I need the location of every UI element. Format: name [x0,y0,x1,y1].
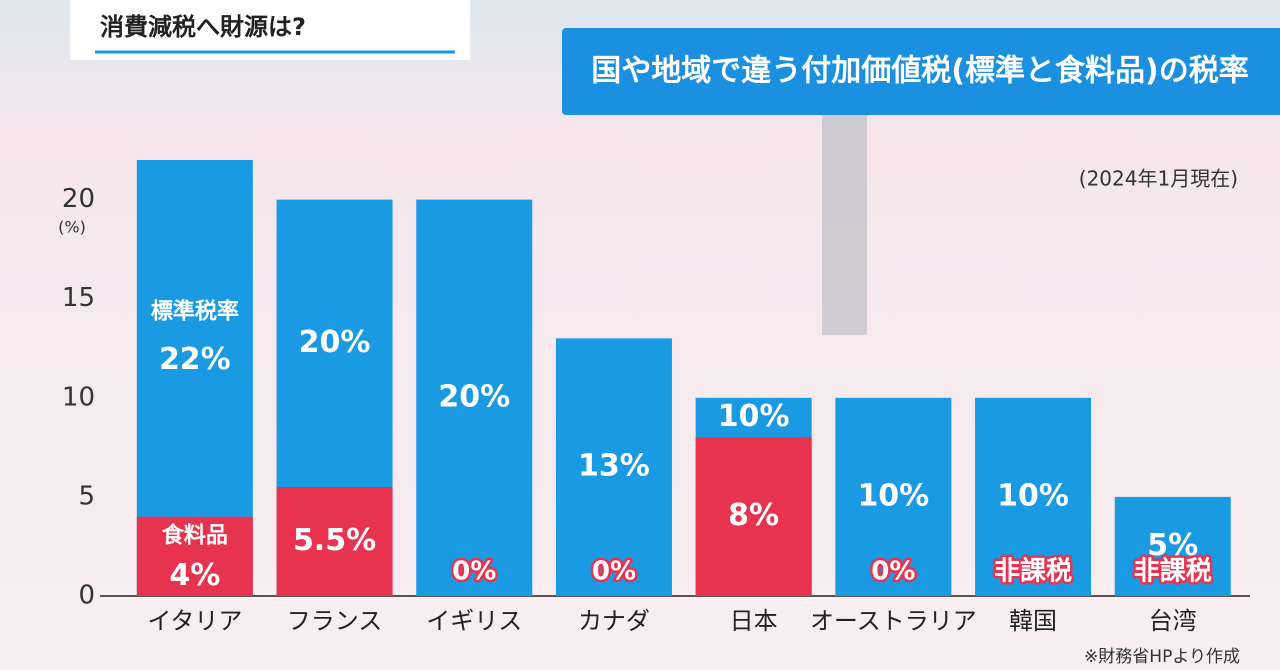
y-unit: (%) [58,218,86,237]
data-label: 20% [438,379,510,414]
data-label: 10% [997,478,1069,513]
data-label: 非課税 [1134,556,1212,587]
x-tick-label: 日本 [730,607,778,635]
x-tick-label: 台湾 [1149,607,1197,635]
y-tick-label: 15 [62,283,95,313]
source: ※財務省HPより作成 [1084,647,1240,667]
overlay-strip [822,100,867,335]
x-tick-label: フランス [287,607,383,635]
header-subtitle: 消費減税へ財源は? [100,13,306,41]
bar [1114,496,1231,596]
data-label: 20% [299,325,371,360]
bar [416,199,533,597]
y-tick-label: 10 [62,382,95,412]
chart-title: 国や地域で違う付加価値税(標準と食料品)の税率 [591,54,1248,89]
data-label: 10% [718,399,790,434]
x-tick-label: イギリス [426,607,522,635]
data-label: 22% [159,342,231,377]
data-label: 5% [1147,528,1198,563]
legend-label: 食料品 [162,522,228,548]
legend-label: 標準税率 [151,298,239,324]
x-tick-label: 韓国 [1009,607,1057,635]
bar [695,437,812,596]
bar [555,338,672,596]
data-label: 0% [592,557,636,587]
y-tick-label: 0 [78,581,95,611]
bar [276,487,393,596]
bar [975,397,1092,596]
data-label: 5.5% [293,523,376,558]
y-tick-label: 5 [78,481,95,511]
data-label: 13% [578,449,650,484]
data-label: 0% [871,557,915,587]
note: (2024年1月現在) [1079,167,1238,191]
y-tick-label: 20 [62,184,95,214]
bar [835,397,952,596]
data-label: 0% [452,557,496,587]
data-label: 4% [169,558,220,593]
title-box [562,28,1280,115]
data-label: 8% [728,498,779,533]
bar [136,516,253,596]
x-tick-label: カナダ [578,607,650,635]
header-box [70,0,470,60]
x-tick-label: オーストラリア [810,607,977,635]
x-tick-label: イタリア [147,607,242,635]
data-label: 10% [857,478,929,513]
data-label: 非課税 [994,556,1072,587]
